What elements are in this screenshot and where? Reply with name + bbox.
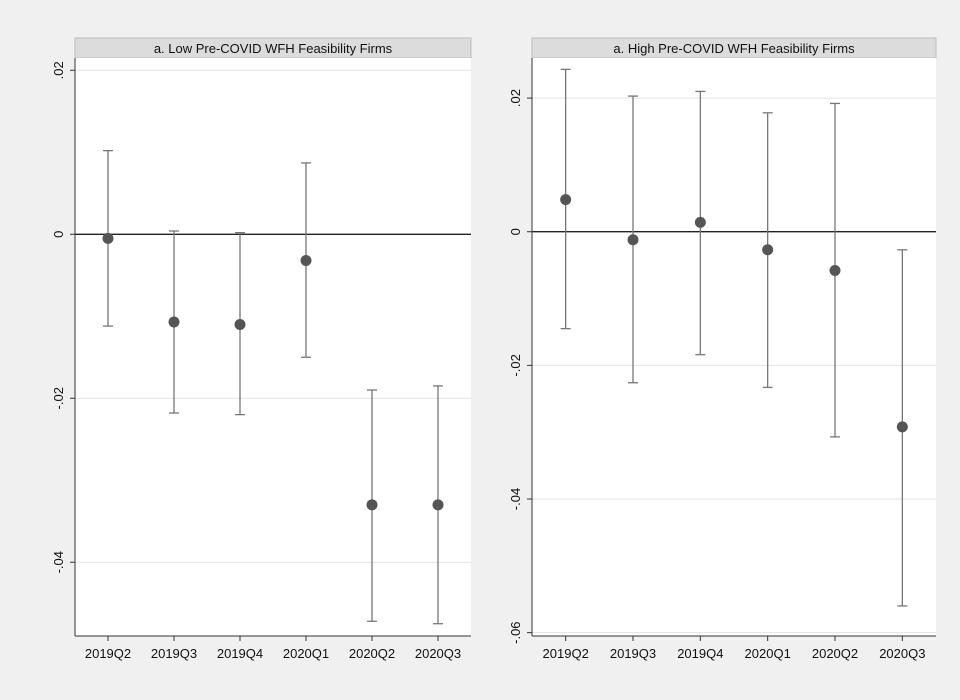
x-tick-label: 2020Q2 [812, 646, 858, 661]
x-tick-label: 2019Q2 [543, 646, 589, 661]
x-tick-label: 2019Q3 [610, 646, 656, 661]
data-point [168, 316, 180, 328]
x-tick-label: 2020Q3 [879, 646, 925, 661]
data-point [896, 421, 908, 433]
y-tick-label: .02 [51, 61, 66, 79]
x-tick-label: 2020Q3 [415, 646, 461, 661]
data-point [366, 499, 378, 511]
y-tick-label: -.04 [508, 488, 523, 510]
data-point [762, 244, 774, 256]
y-tick-label: 0 [51, 231, 66, 238]
data-point [694, 216, 706, 228]
x-tick-label: 2019Q3 [151, 646, 197, 661]
y-tick-label: .02 [508, 89, 523, 107]
data-point [102, 232, 114, 244]
y-tick-label: -.02 [51, 387, 66, 409]
data-point [627, 234, 639, 246]
y-tick-label: -.02 [508, 354, 523, 376]
panel-title: a. Low Pre-COVID WFH Feasibility Firms [154, 41, 393, 56]
x-tick-label: 2019Q4 [217, 646, 263, 661]
data-point [829, 264, 841, 276]
data-point [234, 318, 246, 330]
x-tick-label: 2019Q2 [85, 646, 131, 661]
panel-1: a. Low Pre-COVID WFH Feasibility Firms .0… [51, 37, 472, 661]
panel-title: a. High Pre-COVID WFH Feasibility Firms [613, 41, 855, 56]
y-tick-label: -.06 [508, 621, 523, 643]
y-tick-label: 0 [508, 228, 523, 235]
data-point [560, 194, 572, 206]
x-tick-label: 2020Q1 [745, 646, 791, 661]
y-tick-label: -.04 [51, 551, 66, 573]
x-tick-label: 2020Q2 [349, 646, 395, 661]
data-point [432, 499, 444, 511]
panel-2: a. High Pre-COVID WFH Feasibility Firms.… [508, 37, 937, 661]
data-point [300, 255, 312, 267]
x-tick-label: 2019Q4 [677, 646, 723, 661]
x-tick-label: 2020Q1 [283, 646, 329, 661]
plot-area [532, 58, 936, 636]
plot-area [75, 58, 471, 636]
